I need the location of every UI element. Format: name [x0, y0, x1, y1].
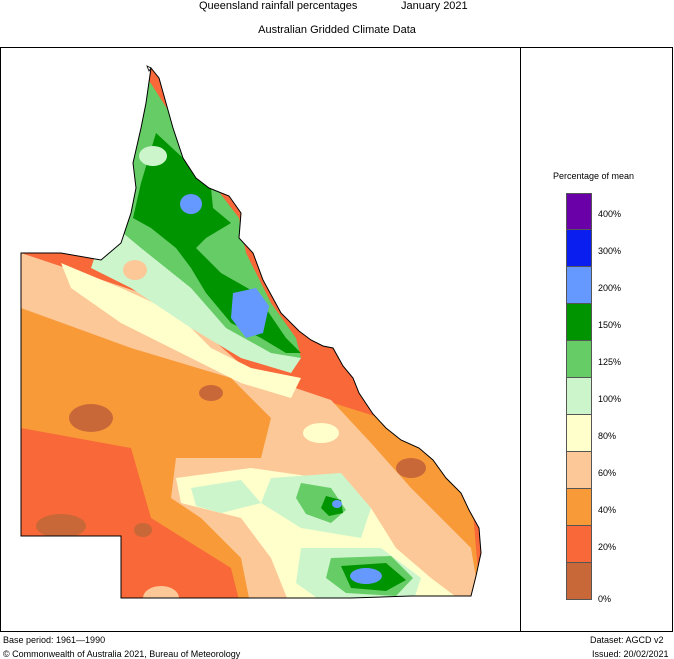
legend-swatch [566, 526, 592, 563]
map-frame [0, 47, 673, 632]
band-200-300-central [332, 500, 342, 508]
legend-tick-label: 200% [598, 282, 622, 293]
dataset-label: Dataset: AGCD v2 [590, 635, 664, 645]
legend-swatch [566, 452, 592, 489]
band-200-300-coast [231, 288, 269, 338]
legend-swatch [566, 489, 592, 526]
map-subtitle: Australian Gridded Climate Data [258, 24, 416, 36]
band-0-20-b [36, 514, 86, 538]
legend-tick-label: 400% [598, 208, 622, 219]
legend-swatch [566, 341, 592, 378]
legend-title: Percentage of mean [553, 171, 635, 181]
band-0-20-a [69, 404, 113, 432]
legend-tick-label: 125% [598, 356, 622, 367]
band-80-100-east [303, 423, 339, 443]
legend-tick-label: 100% [598, 393, 622, 404]
legend-swatch [566, 563, 592, 600]
base-period: Base period: 1961—1990 [3, 635, 106, 645]
queensland-outline [20, 66, 482, 599]
island [146, 65, 152, 72]
band-100-125-west [191, 480, 261, 513]
copyright: © Commonwealth of Australia 2021, Bureau… [3, 649, 241, 659]
legend-swatch [566, 267, 592, 304]
legend-divider [520, 47, 521, 632]
band-100-125-cape [139, 146, 167, 166]
legend-swatch [566, 230, 592, 267]
map-period: January 2021 [401, 0, 468, 12]
band-60-80-north [123, 260, 147, 280]
legend-swatch [566, 415, 592, 452]
band-80-100-north [61, 263, 301, 398]
legend-tick-label: 150% [598, 319, 622, 330]
legend-tick-label: 60% [598, 467, 617, 478]
band-0-20-c [134, 523, 152, 537]
legend-tick-label: 80% [598, 430, 617, 441]
issued-date: Issued: 20/02/2021 [592, 649, 669, 659]
legend-swatch [566, 304, 592, 341]
band-60-80-southwest [143, 586, 179, 598]
band-200-300-south [350, 568, 382, 584]
band-200-300-north [180, 194, 202, 214]
map-title: Queensland rainfall percentages [199, 0, 358, 12]
band-0-20-e [396, 458, 426, 478]
legend-tick-label: 0% [598, 594, 612, 604]
rainfall-map [20, 65, 482, 599]
legend-tick-label: 300% [598, 245, 622, 256]
title-row: Queensland rainfall percentages January … [0, 0, 674, 16]
legend-swatch [566, 193, 592, 230]
band-0-20-d [199, 385, 223, 401]
legend-tick-label: 40% [598, 504, 617, 515]
legend-swatch [566, 378, 592, 415]
legend-swatches [566, 193, 592, 600]
legend-tick-label: 20% [598, 541, 617, 552]
